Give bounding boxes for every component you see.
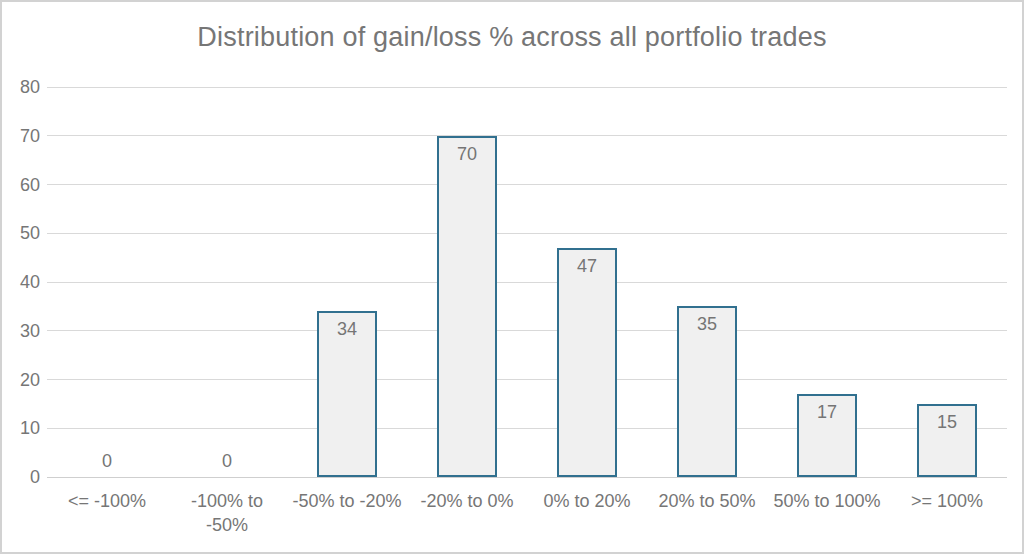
bar-value-label: 47 xyxy=(527,255,647,277)
y-tick-label: 30 xyxy=(2,320,40,342)
x-tick-label-text: >= 100% xyxy=(911,489,983,537)
y-gridline xyxy=(47,330,1007,331)
x-tick-label-text: -20% to 0% xyxy=(420,489,513,537)
x-axis: <= -100% -100% to -50%-50% to -20% -20% to… xyxy=(47,489,1007,537)
y-tick-label: 70 xyxy=(2,125,40,147)
y-tick-label: 20 xyxy=(2,369,40,391)
x-tick-label: 50% to 100% xyxy=(767,489,887,537)
y-gridline xyxy=(47,135,1007,136)
plot-area: 00 34 70 47 35 1715 xyxy=(47,87,1007,477)
x-tick-label: -100% to -50% xyxy=(167,489,287,537)
x-tick-label: 20% to 50% xyxy=(647,489,767,537)
x-tick-label-text: <= -100% xyxy=(68,489,146,537)
x-tick-label-text: -50% to -20% xyxy=(292,489,401,537)
bar-value-label: 17 xyxy=(767,401,887,423)
x-tick-label: -20% to 0% xyxy=(407,489,527,537)
x-tick-label-text: 50% to 100% xyxy=(773,489,880,537)
y-gridline xyxy=(47,379,1007,380)
y-tick-label: 60 xyxy=(2,174,40,196)
y-tick-label: 80 xyxy=(2,76,40,98)
bar-value-label: 70 xyxy=(407,143,527,165)
bar-value-label: 15 xyxy=(887,411,1007,433)
x-tick-label-text: -100% to -50% xyxy=(171,489,283,537)
y-gridline xyxy=(47,87,1007,88)
x-tick-label: <= -100% xyxy=(47,489,167,537)
x-axis-line xyxy=(47,477,1007,478)
bar-4 xyxy=(557,248,617,477)
bar-value-label: 35 xyxy=(647,313,767,335)
bar-value-label: 34 xyxy=(287,318,407,340)
y-gridline xyxy=(47,233,1007,234)
chart-title: Distribution of gain/loss % across all p… xyxy=(2,22,1022,53)
x-tick-label: 0% to 20% xyxy=(527,489,647,537)
y-tick-label: 0 xyxy=(2,466,40,488)
x-tick-label-text: 20% to 50% xyxy=(658,489,755,537)
y-tick-label: 10 xyxy=(2,417,40,439)
x-tick-label: >= 100% xyxy=(887,489,1007,537)
bar-value-label: 0 xyxy=(167,450,287,472)
y-gridline xyxy=(47,184,1007,185)
chart-frame: Distribution of gain/loss % across all p… xyxy=(0,0,1024,554)
bar-value-label: 0 xyxy=(47,450,167,472)
y-gridline xyxy=(47,282,1007,283)
y-tick-label: 40 xyxy=(2,271,40,293)
x-tick-label-text: 0% to 20% xyxy=(543,489,630,537)
y-gridline xyxy=(47,428,1007,429)
x-tick-label: -50% to -20% xyxy=(287,489,407,537)
y-tick-label: 50 xyxy=(2,222,40,244)
bar-3 xyxy=(437,136,497,477)
